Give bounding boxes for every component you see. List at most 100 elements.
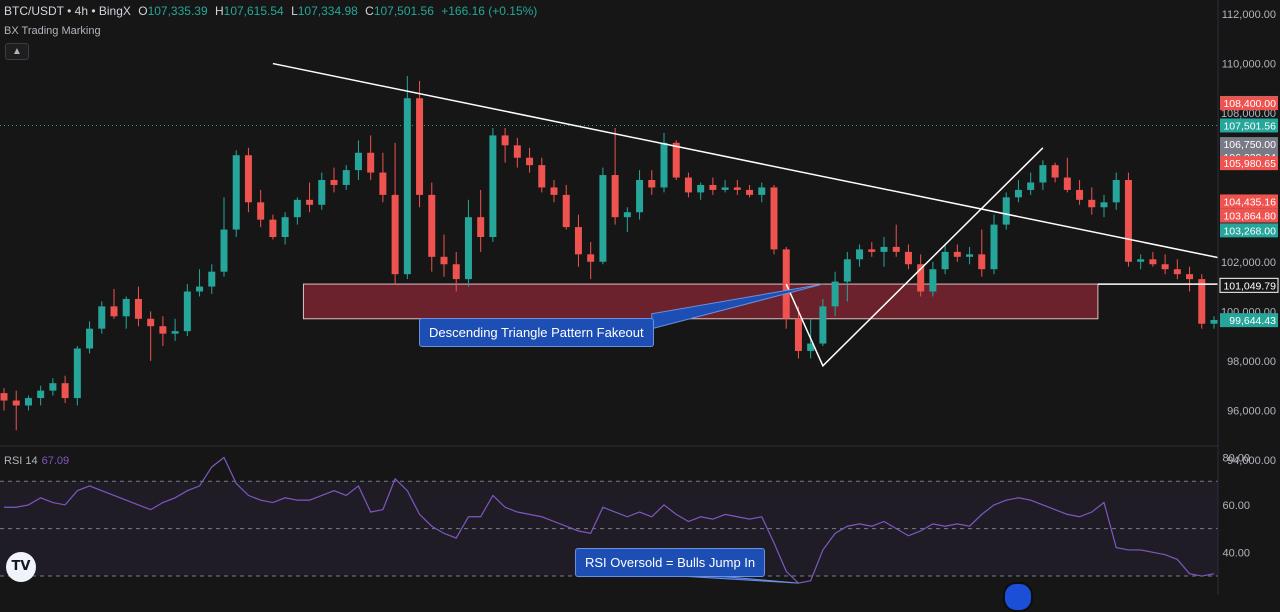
candle-body [86, 328, 94, 349]
price-badge [1220, 137, 1278, 152]
candle-body [587, 254, 595, 262]
candle-body [269, 219, 277, 237]
rsi-line [4, 456, 1215, 584]
candle-body [880, 246, 888, 252]
chevron-up-icon[interactable]: ▲ [5, 43, 29, 60]
candle-body [636, 180, 644, 213]
price-badge-label: 106,750.00 [1223, 139, 1276, 151]
candle-body [1161, 264, 1169, 270]
rsi-legend[interactable]: RSI 14 67.09 [4, 455, 69, 467]
resistance-trendline [272, 62, 1239, 263]
price-badge [1220, 313, 1278, 328]
candle-body [1063, 177, 1071, 190]
candle-body [464, 217, 472, 280]
candle-body [354, 152, 362, 171]
fakeout-path [785, 147, 1044, 368]
candle-body [684, 177, 692, 193]
price-tick-label: 112,000.00 [1222, 9, 1276, 21]
candle-body [159, 326, 167, 334]
open-value: 107,335.39 [147, 4, 208, 18]
price-badge [1220, 96, 1278, 111]
candle-body [379, 172, 387, 195]
rsi-tick-label: 80.00 [1222, 452, 1250, 464]
candle-body [98, 306, 106, 329]
price-tick-label: 108,000.00 [1221, 108, 1276, 120]
candle-body [1124, 180, 1132, 262]
price-badge-label: 105,980.65 [1223, 158, 1276, 170]
grid [0, 124, 1280, 447]
candle-body [477, 217, 485, 237]
candle-body [1027, 182, 1035, 190]
close-value: 107,501.56 [373, 4, 434, 18]
candle-body [1173, 269, 1181, 275]
candle-body [12, 400, 20, 406]
candle-body [843, 259, 851, 282]
price-tick-label: 102,000.00 [1221, 257, 1276, 269]
candle-body [856, 249, 864, 260]
candle-body [733, 187, 741, 190]
rsi-label: RSI 14 [4, 455, 38, 467]
candle-body [929, 269, 937, 292]
chart-canvas[interactable]: 112,000.00110,000.00108,000.00106,000.00… [0, 0, 1280, 595]
candle-body [941, 251, 949, 270]
candle-body [819, 306, 827, 344]
candle-body [526, 157, 534, 166]
candle-body [868, 249, 876, 252]
price-tick-label: 96,000.00 [1227, 405, 1276, 417]
rsi-annotation[interactable]: RSI Oversold = Bulls Jump In [575, 548, 766, 577]
candle-body [721, 187, 729, 190]
indicator-label[interactable]: BX Trading Marking [4, 25, 101, 37]
candle-body [562, 194, 570, 228]
candle-body [1002, 197, 1010, 225]
candle-body [183, 291, 191, 332]
candle-body [37, 390, 45, 399]
candle-body [416, 98, 424, 195]
candle-body [306, 199, 314, 205]
candle-body [1051, 165, 1059, 178]
price-badge [1219, 277, 1279, 293]
open-label: O [138, 4, 148, 18]
candle-body [770, 187, 778, 250]
price-badge [1220, 194, 1278, 209]
candle-body [134, 298, 142, 319]
candle-body [1112, 180, 1120, 203]
candle-body [1198, 279, 1206, 324]
candle-body [917, 264, 925, 292]
candle-body [1088, 199, 1096, 208]
price-badge-label: 104,435.16 [1223, 196, 1276, 208]
price-badge-label: 101,049.79 [1223, 280, 1276, 292]
price-badge [1220, 118, 1278, 133]
price-tick-label: 110,000.00 [1222, 59, 1276, 71]
candle-body [550, 187, 558, 195]
tradingview-logo-icon[interactable]: TV [6, 552, 36, 582]
candle-body [672, 142, 680, 178]
candle-body [391, 194, 399, 275]
low-value: 107,334.98 [297, 4, 358, 18]
rsi-tick-label: 60.00 [1222, 500, 1250, 512]
candle-body [660, 142, 668, 188]
price-badge-label: 103,864.80 [1223, 211, 1276, 223]
candle-body [318, 180, 326, 205]
candle-body [1039, 165, 1047, 183]
candle-body [746, 189, 754, 195]
candle-body [330, 180, 338, 185]
candle-body [428, 194, 436, 257]
symbol-title[interactable]: BTC/USDT • 4h • BingX [4, 4, 131, 18]
price-badge [1220, 208, 1278, 223]
alert-dot-icon[interactable] [1003, 582, 1033, 612]
candle-body [489, 135, 497, 237]
price-axis: 112,000.00110,000.00108,000.00106,000.00… [1217, 0, 1280, 595]
candle-body [281, 217, 289, 237]
candle-body [440, 256, 448, 265]
price-badge-label: 99,644.43 [1229, 315, 1276, 327]
price-tick-label: 98,000.00 [1227, 356, 1276, 368]
candle-body [208, 271, 216, 287]
candles [0, 75, 1218, 431]
triangle-annotation[interactable]: Descending Triangle Pattern Fakeout [419, 318, 654, 347]
candle-body [807, 343, 815, 351]
high-value: 107,615.54 [223, 4, 284, 18]
symbol-header[interactable]: BTC/USDT • 4h • BingX O107,335.39 H107,6… [4, 4, 537, 18]
price-badge [1220, 223, 1278, 238]
candle-body [171, 331, 179, 334]
candle-body [648, 180, 656, 188]
